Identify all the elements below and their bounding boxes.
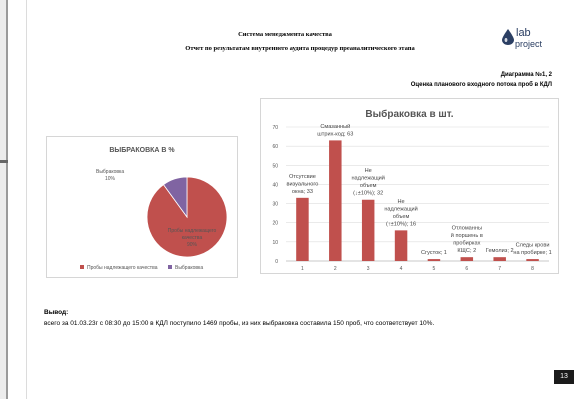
data-label: Не (365, 168, 372, 174)
y-tick-label: 50 (272, 163, 278, 169)
data-label: (↑±10%); 16 (386, 221, 416, 227)
bar-8 (526, 259, 539, 261)
data-label: объем (360, 183, 377, 189)
x-tick-label: 8 (531, 266, 534, 272)
data-label: надлежащий (384, 205, 417, 212)
pie-label-good-line1: Пробы надлежащего (168, 228, 217, 234)
y-tick-label: 70 (272, 125, 278, 131)
bar-3 (361, 199, 375, 261)
data-label: КЩС; 2 (457, 248, 476, 254)
report-title: Отчет по результатам внутреннего аудита … (185, 45, 415, 52)
y-tick-label: 60 (272, 144, 278, 150)
bar-6 (460, 257, 474, 261)
data-label: визуального (287, 181, 319, 187)
y-tick-label: 30 (272, 202, 278, 208)
diagram-subtitle: Оценка планового входного потока проб в … (410, 82, 552, 88)
bar-chart-title: Выбраковка в шт. (365, 109, 454, 120)
data-label: объем (393, 214, 410, 220)
pie-label-outliers-line2: 10% (105, 176, 116, 182)
page-number: 13 (554, 370, 574, 384)
pie-label-outliers-line1: Выбраковка (96, 169, 124, 175)
data-label: на пробирке; 1 (513, 250, 551, 256)
data-label: Гемолиз; 2 (486, 248, 514, 254)
drop-icon (502, 29, 514, 45)
bar-chart: Выбраковка в шт. 0 10 20 30 40 50 60 70 1 Отсутсв… (260, 98, 559, 274)
y-tick-label: 40 (272, 182, 278, 188)
data-label: (↓±10%); 32 (353, 191, 383, 197)
legend-good: Пробы надлежащего качества (87, 265, 158, 271)
left-margin-strip (0, 0, 8, 399)
conclusion-heading: Вывод: (44, 309, 69, 316)
bar-5 (427, 259, 441, 261)
margin-line (6, 0, 8, 399)
data-label: Отломанны (452, 226, 482, 232)
x-tick-label: 1 (301, 266, 304, 272)
lab-project-logo: lab project (502, 27, 562, 53)
pie-chart-canvas: Выбраковка 10% Пробы надлежащего качеств… (80, 169, 228, 271)
y-tick-label: 10 (272, 240, 278, 246)
data-label: штрих-код; 63 (317, 131, 353, 137)
diagram-number: Диаграмма №1, 2 (500, 72, 552, 78)
x-tick-label: 5 (433, 266, 436, 272)
pie-label-good-line2: качества (182, 235, 203, 241)
data-label: пробирках (453, 241, 480, 247)
bar-4 (394, 230, 408, 261)
y-tick-label: 0 (275, 259, 278, 265)
pie-slice-outliers (162, 176, 188, 219)
system-title: Система менеджмента качества (238, 31, 332, 38)
logo-text-lab: lab (516, 27, 531, 39)
data-label: Смазанный (320, 123, 350, 130)
x-tick-label: 4 (400, 266, 403, 272)
logo-text-project: project (515, 39, 543, 49)
x-tick-label: 6 (465, 266, 468, 272)
bar-7 (493, 257, 506, 261)
x-tick-label: 7 (498, 266, 501, 272)
bar-2 (329, 140, 342, 261)
x-tick-label: 3 (367, 266, 370, 272)
pie-chart: ВЫБРАКОВКА В % Выбраковка 10% Пробы надл… (46, 136, 238, 278)
x-tick-label: 2 (334, 266, 337, 272)
data-label: надлежащий (351, 175, 384, 182)
pie-label-good-line3: 90% (187, 242, 198, 248)
data-label: Отсутсвие (289, 174, 316, 180)
data-label: Не (397, 199, 404, 205)
legend-outliers: Выбраковка (175, 265, 203, 271)
conclusion-text: всего за 01.03.23г с 08:30 до 15:00 в КД… (44, 320, 435, 327)
data-label: й поршень в (451, 232, 483, 239)
data-label: Сгусток; 1 (421, 250, 447, 256)
legend-swatch-outliers (168, 265, 172, 269)
pie-chart-title: ВЫБРАКОВКА В % (109, 147, 175, 154)
legend-swatch-good (80, 265, 84, 269)
y-tick-label: 20 (272, 221, 278, 227)
data-label: Следы крови (516, 243, 550, 249)
data-label: окна; 33 (292, 189, 313, 195)
margin-marker (0, 160, 8, 163)
bar-1 (296, 197, 309, 261)
